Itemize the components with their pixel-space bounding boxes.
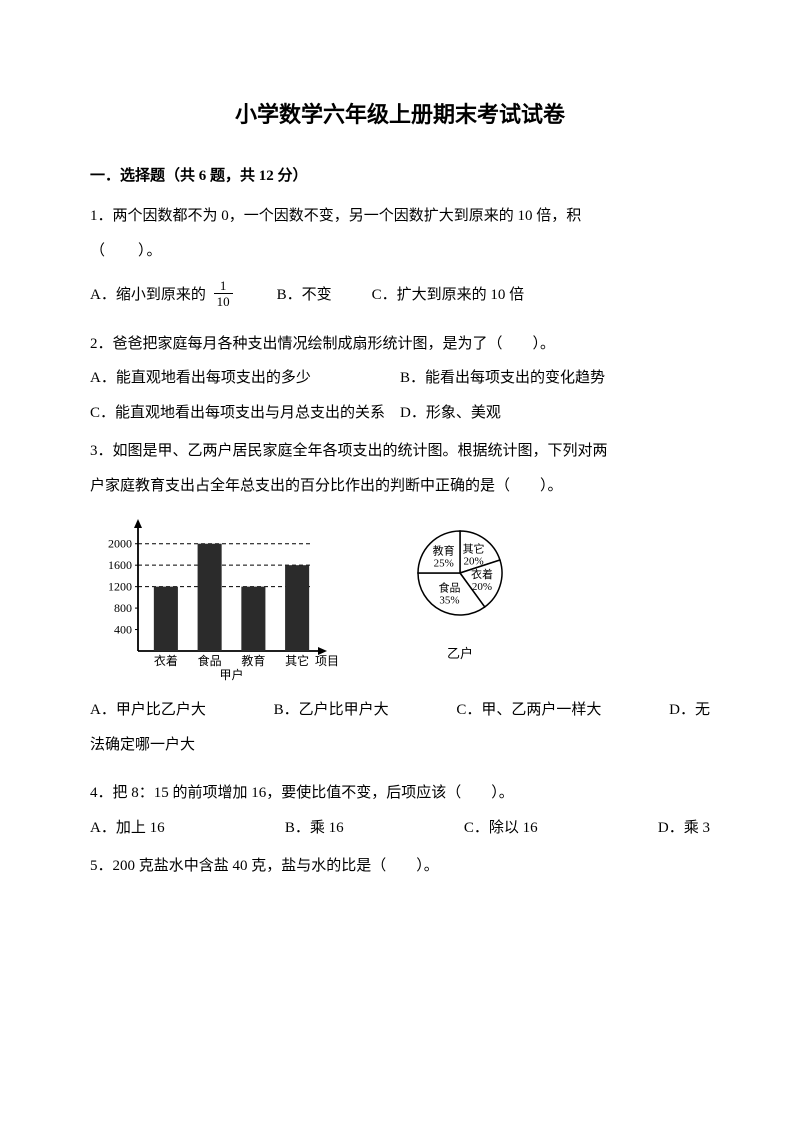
bar-chart-jia: 400 800 1200 1600 2000 衣着 食品 教育 其它项目甲户 — [90, 511, 350, 681]
q4-option-a: A．加上 16 — [90, 811, 165, 846]
q3-stem-line2: 户家庭教育支出占全年总支出的百分比作出的判断中正确的是（ ）。 — [90, 469, 710, 504]
pie-chart-block: 其它20%衣着20%食品35%教育25% 乙户 — [390, 523, 530, 668]
q3-option-b: B．乙户比甲户大 — [274, 693, 389, 728]
q4-options: A．加上 16 B．乘 16 C．除以 16 D．乘 3 — [90, 811, 710, 846]
q2-stem: 2．爸爸把家庭每月各种支出情况绘制成扇形统计图，是为了（ ）。 — [90, 327, 710, 362]
q1-option-a: A．缩小到原来的 1 10 — [90, 278, 237, 313]
q3-option-a: A．甲户比乙户大 — [90, 693, 206, 728]
q2-option-c: C．能直观地看出每项支出与月总支出的关系 — [90, 396, 400, 431]
svg-text:食品: 食品 — [198, 653, 222, 668]
q3-option-d-line2: 法确定哪一户大 — [90, 728, 710, 763]
q1-stem-line1: 1．两个因数都不为 0，一个因数不变，另一个因数扩大到原来的 10 倍，积 — [90, 199, 710, 234]
svg-text:项目: 项目 — [315, 654, 339, 668]
q1-option-b: B．不变 — [277, 278, 332, 313]
fraction-one-tenth: 1 10 — [214, 279, 233, 308]
fraction-numerator: 1 — [214, 279, 233, 294]
svg-text:35%: 35% — [439, 595, 459, 607]
q3-option-c: C．甲、乙两户一样大 — [456, 693, 601, 728]
q4-option-b: B．乘 16 — [285, 811, 344, 846]
q3-option-d-prefix: D．无 — [669, 693, 710, 728]
q1-stem-line2: （ ）。 — [90, 234, 710, 269]
svg-text:1600: 1600 — [108, 558, 132, 572]
svg-text:20%: 20% — [472, 582, 492, 594]
svg-text:2000: 2000 — [108, 537, 132, 551]
svg-text:其它: 其它 — [285, 653, 309, 668]
svg-text:甲户: 甲户 — [219, 667, 243, 681]
svg-text:其它: 其它 — [463, 542, 485, 556]
svg-text:800: 800 — [114, 601, 132, 615]
q4-option-d: D．乘 3 — [658, 811, 710, 846]
svg-text:食品: 食品 — [439, 581, 461, 595]
question-3: 3．如图是甲、乙两户居民家庭全年各项支出的统计图。根据统计图，下列对两 户家庭教… — [90, 434, 710, 762]
pie-caption: 乙户 — [390, 639, 530, 669]
question-4: 4．把 8：15 的前项增加 16，要使比值不变，后项应该（ ）。 A．加上 1… — [90, 776, 710, 845]
svg-text:衣着: 衣着 — [471, 568, 493, 582]
q3-stem-line1: 3．如图是甲、乙两户居民家庭全年各项支出的统计图。根据统计图，下列对两 — [90, 434, 710, 469]
section-header: 一．选择题（共 6 题，共 12 分） — [90, 159, 710, 194]
q2-options-row1: A．能直观地看出每项支出的多少 B．能看出每项支出的变化趋势 — [90, 361, 710, 396]
question-1: 1．两个因数都不为 0，一个因数不变，另一个因数扩大到原来的 10 倍，积 （ … — [90, 199, 710, 313]
svg-text:教育: 教育 — [433, 544, 455, 558]
question-5: 5．200 克盐水中含盐 40 克，盐与水的比是（ ）。 — [90, 849, 710, 884]
q1-option-c: C．扩大到原来的 10 倍 — [372, 278, 525, 313]
q4-option-c: C．除以 16 — [464, 811, 538, 846]
page-title: 小学数学六年级上册期末考试试卷 — [90, 90, 710, 141]
svg-text:25%: 25% — [434, 558, 454, 570]
svg-text:1200: 1200 — [108, 580, 132, 594]
q2-option-a: A．能直观地看出每项支出的多少 — [90, 361, 400, 396]
svg-text:400: 400 — [114, 623, 132, 637]
q2-options-row2: C．能直观地看出每项支出与月总支出的关系 D．形象、美观 — [90, 396, 710, 431]
q2-option-b: B．能看出每项支出的变化趋势 — [400, 361, 710, 396]
q5-stem: 5．200 克盐水中含盐 40 克，盐与水的比是（ ）。 — [90, 849, 710, 884]
question-2: 2．爸爸把家庭每月各种支出情况绘制成扇形统计图，是为了（ ）。 A．能直观地看出… — [90, 327, 710, 431]
q3-charts: 400800120016002000衣着食品教育其它项目甲户 其它20%衣着20… — [90, 511, 710, 681]
svg-text:衣着: 衣着 — [154, 653, 178, 668]
q4-stem: 4．把 8：15 的前项增加 16，要使比值不变，后项应该（ ）。 — [90, 776, 710, 811]
q3-options: A．甲户比乙户大 B．乙户比甲户大 C．甲、乙两户一样大 D．无 — [90, 693, 710, 728]
q1-options: A．缩小到原来的 1 10 B．不变 C．扩大到原来的 10 倍 — [90, 278, 710, 313]
q2-option-d: D．形象、美观 — [400, 396, 710, 431]
svg-text:教育: 教育 — [241, 653, 265, 668]
fraction-denominator: 10 — [214, 294, 233, 308]
pie-chart-yi: 其它20%衣着20%食品35%教育25% — [400, 523, 520, 623]
q1-optA-text: A．缩小到原来的 — [90, 287, 206, 303]
